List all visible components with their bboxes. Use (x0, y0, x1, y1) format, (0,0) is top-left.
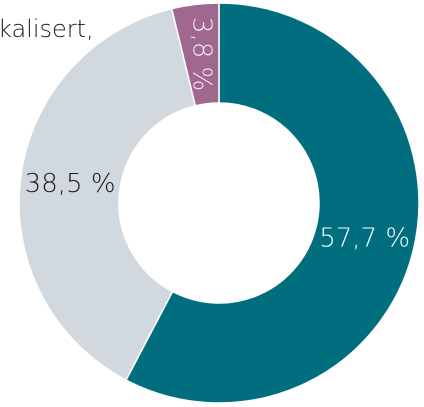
annotation: kalisert, (0, 15, 94, 43)
slice-label: 3,8 % (187, 17, 217, 91)
donut-slice (170, 2, 220, 107)
donut-slice (124, 2, 420, 404)
slice-label: 57,7 % (319, 223, 410, 253)
slice-label: 38,5 % (25, 169, 116, 199)
donut-slice (18, 7, 197, 382)
